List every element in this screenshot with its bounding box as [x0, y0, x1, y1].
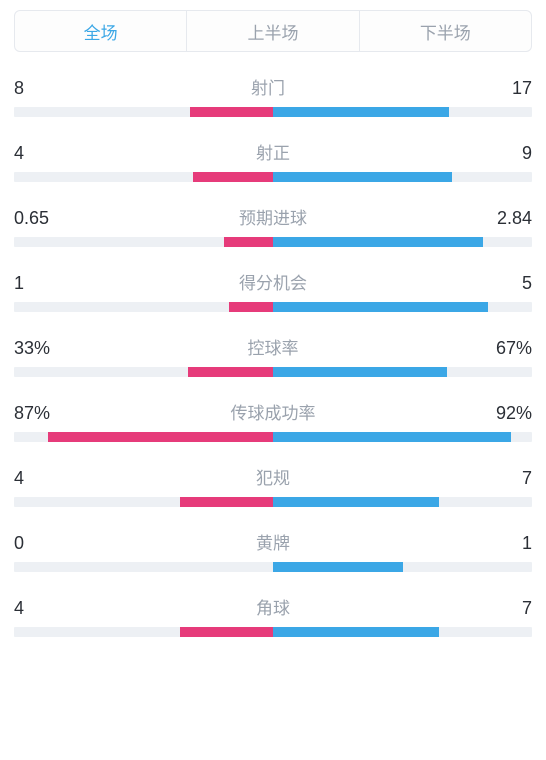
stat-right-value: 17 — [512, 78, 532, 99]
stat-left-value: 1 — [14, 273, 24, 294]
stat-bar — [14, 172, 532, 182]
stat-left-value: 0 — [14, 533, 24, 554]
left-bar-fill — [188, 367, 273, 377]
stat-label: 犯规 — [24, 464, 522, 489]
tab-second-half[interactable]: 下半场 — [359, 11, 531, 51]
stat-bar — [14, 367, 532, 377]
stats-list: 8 射门 17 4 射正 9 0.65 预期进球 2.84 — [0, 74, 546, 637]
stat-row: 4 角球 7 — [14, 594, 532, 637]
stat-bar — [14, 627, 532, 637]
right-bar-fill — [273, 627, 439, 637]
stat-bar — [14, 562, 532, 572]
tab-full-match[interactable]: 全场 — [15, 11, 186, 51]
stat-right-value: 2.84 — [497, 208, 532, 229]
right-bar-fill — [273, 302, 488, 312]
stat-left-value: 4 — [14, 598, 24, 619]
stat-label: 射正 — [24, 139, 522, 164]
stat-right-value: 67% — [496, 338, 532, 359]
stat-label: 预期进球 — [49, 204, 497, 229]
stat-right-value: 5 — [522, 273, 532, 294]
tab-first-half[interactable]: 上半场 — [186, 11, 358, 51]
stat-label: 得分机会 — [24, 269, 522, 294]
stat-bar — [14, 432, 532, 442]
stat-row: 87% 传球成功率 92% — [14, 399, 532, 442]
right-bar-fill — [273, 237, 483, 247]
stat-label: 黄牌 — [24, 529, 522, 554]
left-bar-fill — [229, 302, 273, 312]
stat-left-value: 33% — [14, 338, 50, 359]
left-bar-fill — [224, 237, 273, 247]
stat-row: 0 黄牌 1 — [14, 529, 532, 572]
right-bar-fill — [273, 432, 511, 442]
stat-row: 0.65 预期进球 2.84 — [14, 204, 532, 247]
stat-bar — [14, 237, 532, 247]
right-bar-fill — [273, 367, 447, 377]
stat-left-value: 0.65 — [14, 208, 49, 229]
stat-row: 1 得分机会 5 — [14, 269, 532, 312]
stat-label: 控球率 — [50, 334, 496, 359]
stat-label: 射门 — [24, 74, 512, 99]
stat-row: 8 射门 17 — [14, 74, 532, 117]
stat-label: 角球 — [24, 594, 522, 619]
stat-left-value: 8 — [14, 78, 24, 99]
stat-bar — [14, 497, 532, 507]
stat-right-value: 7 — [522, 468, 532, 489]
period-tabs: 全场 上半场 下半场 — [14, 10, 532, 52]
stat-right-value: 1 — [522, 533, 532, 554]
stat-bar — [14, 107, 532, 117]
stat-right-value: 7 — [522, 598, 532, 619]
stat-label: 传球成功率 — [50, 399, 496, 424]
stat-row: 4 犯规 7 — [14, 464, 532, 507]
stat-left-value: 4 — [14, 143, 24, 164]
right-bar-fill — [273, 172, 452, 182]
right-bar-fill — [273, 107, 449, 117]
left-bar-fill — [180, 497, 273, 507]
stat-left-value: 4 — [14, 468, 24, 489]
left-bar-fill — [190, 107, 273, 117]
stat-left-value: 87% — [14, 403, 50, 424]
stat-right-value: 9 — [522, 143, 532, 164]
left-bar-fill — [48, 432, 273, 442]
right-bar-fill — [273, 562, 403, 572]
stat-row: 33% 控球率 67% — [14, 334, 532, 377]
stat-right-value: 92% — [496, 403, 532, 424]
right-bar-fill — [273, 497, 439, 507]
left-bar-fill — [193, 172, 273, 182]
stat-bar — [14, 302, 532, 312]
stat-row: 4 射正 9 — [14, 139, 532, 182]
left-bar-fill — [180, 627, 273, 637]
